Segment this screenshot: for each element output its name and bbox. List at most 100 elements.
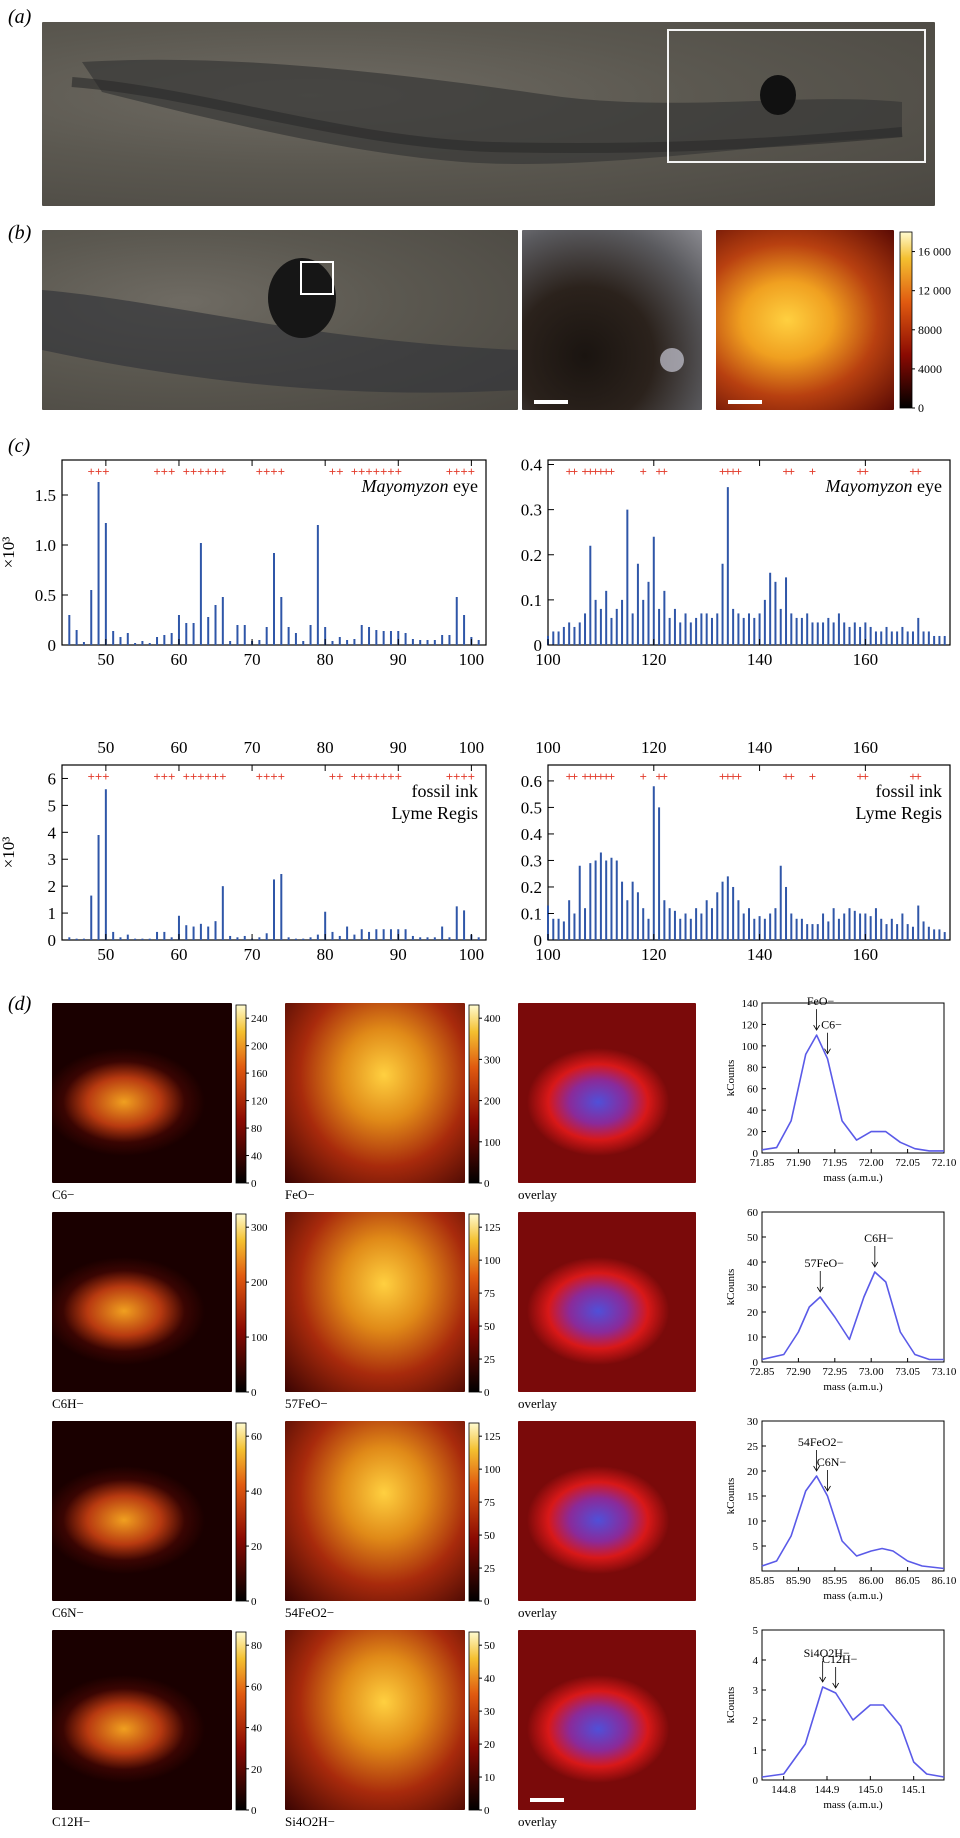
mass-marker: + [365,464,372,479]
colorbar-b: 16 000 12 000 8000 4000 0 [899,231,951,415]
x-tick-label: 80 [317,945,334,964]
colorbar-tick-label: 8000 [918,323,942,337]
x-axis-label: mass (a.m.u.) [823,1590,883,1602]
y-tick-label: 0.6 [521,772,542,791]
mass-marker: + [219,769,226,784]
mass-marker: + [468,769,475,784]
mass-marker: + [453,769,460,784]
colorbar-tick-label: 20 [251,1541,263,1553]
y-tick-label: 0.1 [521,591,542,610]
spectrum-line [761,1475,945,1570]
colorbar-tick-label: 0 [251,1596,257,1608]
mass-marker: + [862,464,869,479]
colorbar-tick-label: 0 [484,1805,490,1817]
plot-annotation: Mayomyzon eye [361,476,478,496]
mass-marker: + [395,464,402,479]
colorbar-tick-label: 0 [251,1178,257,1190]
y-tick-label: 0 [534,636,543,655]
mass-marker: + [88,464,95,479]
mass-marker: + [729,464,736,479]
colorbar-tick-label: 40 [251,1151,263,1163]
y-tick-label: 20 [747,1307,759,1319]
y-tick-label: 40 [747,1105,759,1117]
y-tick-label: 50 [747,1232,759,1244]
x-tick-label: 86.00 [859,1575,884,1587]
x-tick-label: 50 [97,650,114,669]
mass-marker: + [153,464,160,479]
ion-map-left [52,1212,232,1392]
y-axis-label: kCounts [725,1269,737,1306]
mass-marker: + [263,464,270,479]
x-tick-label: 86.10 [932,1575,957,1587]
y-tick-label: 1 [753,1745,759,1757]
colorbar-tick-label: 25 [484,1563,496,1575]
mass-marker: + [183,769,190,784]
y-tick-label: 4 [48,823,57,842]
mass-marker: + [256,464,263,479]
mass-marker: + [597,464,604,479]
x-tick-label: 72.05 [895,1157,920,1169]
x-tick-label: 60 [170,945,187,964]
x-tick-label: 90 [390,945,407,964]
y-axis-label: ×10³ [0,537,18,569]
ion-map-overlay [518,1421,696,1601]
mass-marker: + [102,464,109,479]
mass-marker: + [719,464,726,479]
mass-marker: + [358,464,365,479]
peak-arrowhead [816,1286,824,1293]
ion-map-left-label: C12H− [52,1814,91,1829]
x-tick-label: 71.90 [786,1157,811,1169]
spectrum-plot-c4: 100 100 120 120 140 140 160 160 0 0.1 0.2 0.3 0.4 0.5… [521,738,951,964]
colorbar-mid: 50 40 30 20 10 0 [468,1631,496,1817]
ion-map-left [52,1630,232,1810]
x-tick-label-top: 50 [97,738,114,757]
x-tick-label: 100 [535,650,561,669]
x-tick-label: 86.05 [895,1575,920,1587]
mass-marker: + [88,769,95,784]
mass-marker: + [278,464,285,479]
y-axis-label: kCounts [725,1687,737,1724]
ion-map-overlay [518,1630,696,1810]
colorbar-left: 80 60 40 20 0 [235,1631,263,1817]
x-tick-label: 72.90 [786,1366,811,1378]
plot-annotation: Lyme Regis [856,803,943,823]
ion-map-overlay-label: overlay [518,1187,557,1202]
y-tick-label: 1.0 [35,536,56,555]
mass-marker: + [161,464,168,479]
y-axis-label: kCounts [725,1060,737,1097]
mass-marker: + [183,464,190,479]
peak-label: 54FeO2− [798,1435,844,1449]
y-tick-label: 10 [747,1332,759,1344]
mass-marker: + [197,769,204,784]
peak-label: C12H− [822,1652,858,1666]
peak-arrowhead [813,1465,820,1472]
mass-marker: + [446,769,453,784]
colorbar-tick-label: 160 [251,1068,268,1080]
mass-marker: + [219,464,226,479]
mass-marker: + [446,464,453,479]
zoomed-photo [522,230,702,410]
x-tick-label: 145.1 [901,1784,926,1796]
x-tick-label: 100 [459,945,485,964]
mass-marker: + [453,464,460,479]
x-tick-label-top: 70 [244,738,261,757]
y-tick-label: 20 [747,1127,759,1139]
colorbar-tick-label: 12 000 [918,284,951,298]
colorbar-tick-label: 50 [484,1321,496,1333]
colorbar-tick-label: 0 [484,1596,490,1608]
y-tick-label: 100 [742,1041,759,1053]
colorbar-tick-label: 0 [484,1387,490,1399]
x-tick-label: 85.90 [786,1575,811,1587]
mass-marker: + [168,464,175,479]
y-tick-label: 3 [753,1685,759,1697]
colorbar-tick-label: 75 [484,1497,496,1509]
mass-marker: + [587,464,594,479]
mass-marker: + [661,464,668,479]
plot-annotation: fossil ink [875,781,942,801]
peak-arrowhead [824,1048,831,1055]
mass-marker: + [729,769,736,784]
mass-marker: + [581,464,588,479]
y-tick-label: 2 [753,1715,759,1727]
x-tick-label: 140 [747,650,773,669]
